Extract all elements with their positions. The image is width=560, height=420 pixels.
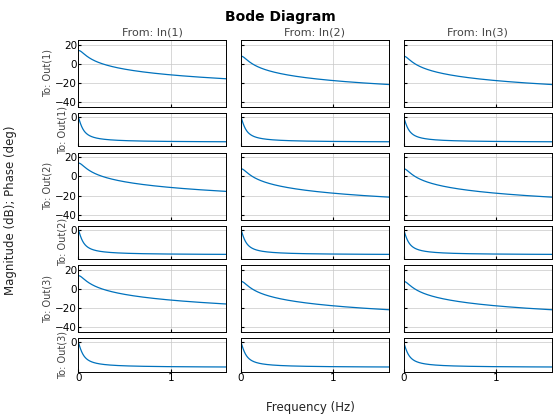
Title: From: In(1): From: In(1) [122, 28, 183, 38]
Y-axis label: To: Out(3): To: Out(3) [58, 331, 68, 379]
Text: Magnitude (dB); Phase (deg): Magnitude (dB); Phase (deg) [3, 125, 17, 295]
Y-axis label: To: Out(1): To: Out(1) [43, 50, 52, 97]
Y-axis label: To: Out(1): To: Out(1) [58, 106, 68, 154]
Text: Bode Diagram: Bode Diagram [225, 10, 335, 24]
Title: From: In(3): From: In(3) [447, 28, 508, 38]
Y-axis label: To: Out(2): To: Out(2) [43, 162, 52, 210]
Title: From: In(2): From: In(2) [284, 28, 346, 38]
Y-axis label: To: Out(2): To: Out(2) [58, 218, 68, 266]
Text: Frequency (Hz): Frequency (Hz) [267, 401, 355, 414]
Y-axis label: To: Out(3): To: Out(3) [43, 275, 52, 323]
